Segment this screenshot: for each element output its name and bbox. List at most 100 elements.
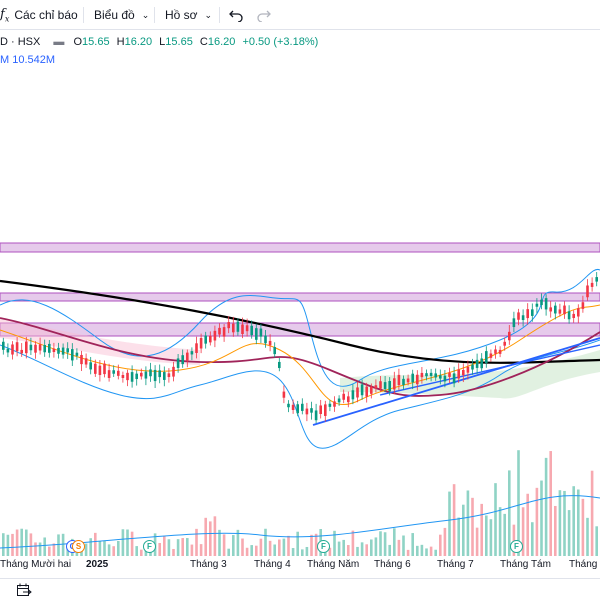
volume-bar [176,539,180,556]
volume-bar [452,484,456,556]
candle-body [383,382,387,389]
volume-bar [305,546,309,556]
volume-bar [204,517,207,556]
volume-bar [590,470,594,556]
volume-bar [544,457,548,556]
candle-body [2,341,5,350]
indicators-label: Các chỉ báo [14,8,78,22]
candle-body [452,373,456,384]
volume-bar [25,529,28,556]
volume-bar [581,498,585,556]
close-label: C [199,36,208,48]
volume-bar [291,548,295,556]
candle-body [163,372,166,380]
volume-bar [337,541,341,556]
candle-body [572,313,575,319]
volume-bar [52,543,56,556]
volume-bar [425,548,428,556]
event-marker[interactable]: F [143,540,156,553]
volume-bar [466,490,470,556]
goto-date-icon[interactable] [16,583,32,597]
volume-bar [6,534,10,556]
candle-body [485,351,488,364]
volume-bar [411,533,414,556]
volume-bar [94,532,97,556]
volume-bar [531,522,534,556]
candle-body [535,303,539,307]
volume-bar [448,491,451,556]
event-marker[interactable]: S [72,540,85,553]
volume-bar [190,544,194,556]
candle-body [508,331,511,341]
close-value: 16.20 [207,36,236,48]
x-tick-label: Tháng Năm [307,559,360,570]
candle-body [94,363,97,374]
volume-bar [130,531,134,556]
x-tick-label: Tháng Tám [500,559,551,570]
candle-body [319,405,322,415]
volume-bar [554,505,557,556]
price-chart[interactable] [0,30,600,568]
symbol-name[interactable]: D · HSX [0,36,41,48]
volume-bar [379,531,382,556]
volume-average-line [0,495,600,549]
indicators-button[interactable]: fx Các chỉ báo [0,0,78,30]
fx-icon: fx [0,6,10,24]
candle-body [462,369,465,376]
event-marker[interactable]: F [510,540,523,553]
candle-body [342,393,345,400]
candle-body [149,369,152,377]
volume-bar [112,546,115,556]
candle-body [287,403,290,408]
candle-body [227,322,230,329]
candle-body [374,385,378,389]
chevron-down-icon: ⌄ [204,9,213,20]
candle-body [199,338,203,349]
volume-bar [117,540,120,556]
volume-bar [236,529,240,556]
volume-bar [388,544,391,556]
volume-bar [393,528,396,556]
profile-menu-button[interactable]: Hồ sơ ⌄ [165,0,212,30]
visibility-toggle-icon[interactable]: ▬ [53,36,65,48]
candle-body [443,375,447,382]
candle-body [503,341,506,346]
event-marker[interactable]: F [317,540,330,553]
volume-bar [158,543,161,556]
candle-body [425,373,428,377]
volume-bar [498,507,502,556]
volume-bar [494,483,497,556]
undo-button[interactable] [229,0,243,30]
high-label: H [116,36,125,48]
candle-body [282,391,286,398]
candle-body [563,305,566,315]
candle-body [333,401,336,407]
volume-bar [48,546,51,556]
candle-body [544,298,548,310]
candle-body [213,330,217,341]
volume-bar [232,535,235,556]
volume-bar [485,515,488,556]
time-axis[interactable]: Tháng Mười hai 2025 Tháng 3 Tháng 4 Thán… [0,555,600,575]
event-letter: F [514,542,519,551]
moving-average-orange [0,304,600,406]
volume-bar [38,542,42,556]
volume-bar [287,535,290,556]
volume-bar [222,534,226,556]
volume-bar [15,529,19,556]
candle-body [314,410,318,421]
volume-legend: M 10.542M [0,54,56,66]
candle-body [241,324,244,335]
volume-bar [135,546,138,556]
undo-icon [229,10,243,22]
redo-button[interactable] [257,0,271,30]
volume-bar [526,493,529,556]
bollinger-lower [0,339,600,449]
chart-menu-button[interactable]: Biểu đồ ⌄ [94,0,149,30]
volume-bar [328,547,332,556]
candle-body [595,277,598,282]
volume-bar [462,504,465,556]
volume-bar [475,527,479,556]
candle-body [434,373,437,378]
candle-body [273,347,276,355]
